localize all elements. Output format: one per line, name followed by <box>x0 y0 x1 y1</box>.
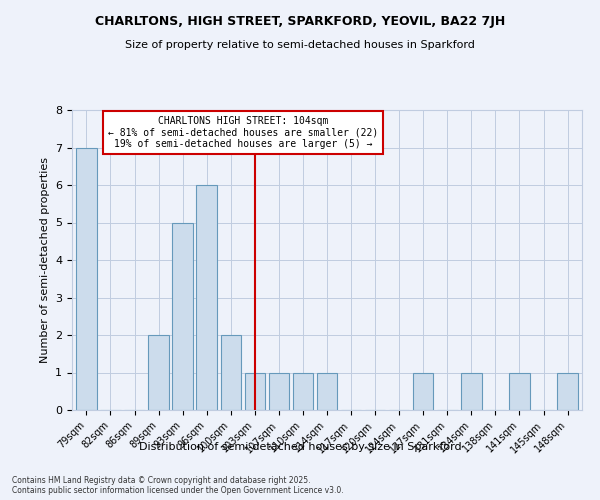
Bar <box>293 372 313 410</box>
Text: CHARLTONS HIGH STREET: 104sqm
← 81% of semi-detached houses are smaller (22)
19%: CHARLTONS HIGH STREET: 104sqm ← 81% of s… <box>107 116 378 149</box>
Bar <box>269 372 289 410</box>
Text: Size of property relative to semi-detached houses in Sparkford: Size of property relative to semi-detach… <box>125 40 475 50</box>
Bar <box>76 148 97 410</box>
Bar <box>413 372 433 410</box>
Bar <box>245 372 265 410</box>
Text: Distribution of semi-detached houses by size in Sparkford: Distribution of semi-detached houses by … <box>139 442 461 452</box>
Bar <box>172 222 193 410</box>
Bar <box>221 335 241 410</box>
Y-axis label: Number of semi-detached properties: Number of semi-detached properties <box>40 157 50 363</box>
Bar <box>557 372 578 410</box>
Text: CHARLTONS, HIGH STREET, SPARKFORD, YEOVIL, BA22 7JH: CHARLTONS, HIGH STREET, SPARKFORD, YEOVI… <box>95 15 505 28</box>
Bar <box>461 372 482 410</box>
Text: Contains HM Land Registry data © Crown copyright and database right 2025.
Contai: Contains HM Land Registry data © Crown c… <box>12 476 344 495</box>
Bar <box>196 185 217 410</box>
Bar <box>148 335 169 410</box>
Bar <box>509 372 530 410</box>
Bar <box>317 372 337 410</box>
